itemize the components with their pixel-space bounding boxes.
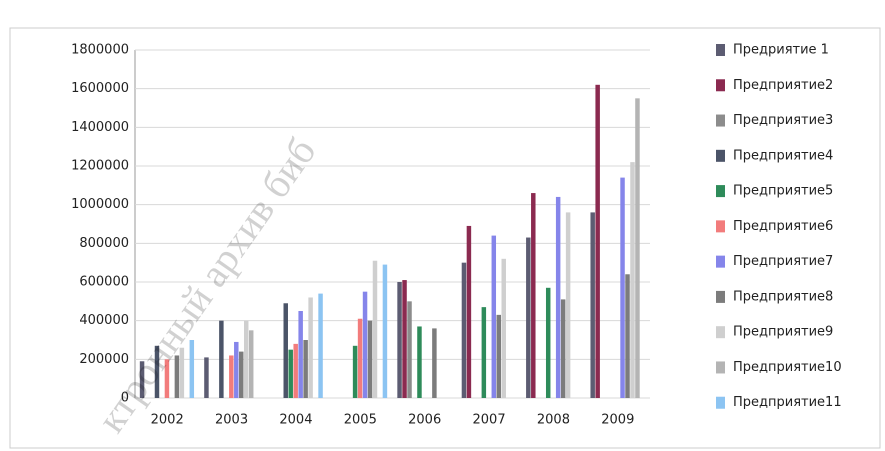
bar bbox=[466, 225, 472, 398]
bar bbox=[590, 212, 595, 398]
bar bbox=[298, 311, 303, 398]
bar bbox=[491, 235, 497, 398]
bar bbox=[362, 291, 368, 398]
bar bbox=[139, 361, 145, 398]
y-tick-label: 1800000 bbox=[71, 43, 129, 58]
bar bbox=[308, 297, 313, 398]
bar bbox=[565, 212, 571, 398]
y-tick-label: 0 bbox=[121, 391, 129, 406]
bar bbox=[630, 162, 635, 398]
bar bbox=[496, 314, 502, 398]
legend-swatch bbox=[716, 114, 725, 127]
legend-label: Предприятие10 bbox=[733, 360, 842, 375]
bar bbox=[219, 320, 224, 398]
legend-swatch bbox=[716, 149, 725, 162]
bar bbox=[164, 359, 170, 398]
legend-swatch bbox=[716, 361, 725, 374]
x-tick-label: 2007 bbox=[473, 413, 506, 428]
bar bbox=[204, 357, 209, 398]
legend-swatch bbox=[716, 44, 725, 56]
y-tick-label: 800000 bbox=[79, 236, 129, 251]
y-tick-label: 1600000 bbox=[71, 81, 129, 96]
bar bbox=[402, 280, 407, 398]
bar bbox=[239, 351, 244, 398]
legend-label: Предприятие11 bbox=[733, 395, 842, 410]
bar bbox=[461, 262, 467, 398]
bar bbox=[635, 98, 640, 398]
x-tick-label: 2004 bbox=[279, 413, 312, 428]
y-tick-label: 1400000 bbox=[71, 120, 129, 135]
bar bbox=[189, 340, 195, 398]
legend-swatch bbox=[716, 185, 725, 198]
bar bbox=[501, 258, 506, 398]
bar bbox=[174, 355, 180, 398]
x-tick-label: 2009 bbox=[601, 413, 634, 428]
bar bbox=[432, 328, 437, 398]
legend-label: Предприятие2 bbox=[733, 78, 833, 93]
x-tick-label: 2005 bbox=[344, 413, 377, 428]
bar bbox=[625, 274, 630, 398]
bar bbox=[595, 84, 600, 399]
bar bbox=[352, 345, 358, 398]
bar bbox=[620, 177, 625, 398]
bar bbox=[526, 237, 531, 398]
bar bbox=[560, 299, 566, 398]
y-tick-label: 1200000 bbox=[71, 159, 129, 174]
bar bbox=[417, 326, 422, 398]
bar bbox=[243, 320, 249, 398]
bar bbox=[283, 303, 288, 398]
legend-label: Предприятие4 bbox=[733, 148, 833, 163]
legend-swatch bbox=[716, 396, 725, 409]
x-tick-label: 2003 bbox=[215, 413, 248, 428]
bar bbox=[179, 347, 185, 398]
bar bbox=[481, 307, 487, 398]
legend-swatch bbox=[716, 79, 725, 92]
legend-label: Предприятие9 bbox=[733, 325, 833, 340]
legend-label: Предприятие8 bbox=[733, 289, 833, 304]
bar bbox=[382, 264, 388, 398]
legend-label: Предриятие 1 bbox=[733, 43, 829, 58]
bar bbox=[531, 193, 536, 398]
y-tick-label: 200000 bbox=[79, 352, 129, 367]
legend-swatch bbox=[716, 255, 725, 268]
x-tick-label: 2002 bbox=[151, 413, 184, 428]
bar bbox=[288, 349, 293, 398]
x-tick-label: 2008 bbox=[537, 413, 570, 428]
bar bbox=[555, 196, 561, 398]
legend-swatch bbox=[716, 326, 725, 339]
bar bbox=[407, 301, 412, 398]
legend-label: Предприятие6 bbox=[733, 219, 833, 234]
bar bbox=[397, 282, 402, 398]
legend-label: Предприятие3 bbox=[733, 113, 833, 128]
bar bbox=[367, 320, 373, 398]
y-tick-label: 400000 bbox=[79, 313, 129, 328]
legend-swatch bbox=[716, 220, 725, 233]
bar bbox=[248, 330, 254, 398]
legend-label: Предприятие5 bbox=[733, 184, 833, 199]
bar bbox=[293, 343, 298, 398]
plot-area: 0 200000 400000 600000 800000 1000000 1200000 1… bbox=[71, 43, 842, 428]
bar bbox=[318, 293, 323, 398]
legend-swatch bbox=[716, 290, 725, 303]
bar bbox=[229, 355, 234, 398]
bar bbox=[545, 287, 551, 398]
y-tick-label: 1000000 bbox=[71, 197, 129, 212]
y-tick-label: 600000 bbox=[79, 275, 129, 290]
legend-label: Предприятие7 bbox=[733, 254, 833, 269]
bar bbox=[234, 341, 239, 398]
x-tick-label: 2006 bbox=[408, 413, 441, 428]
bar bbox=[303, 340, 308, 398]
bar bbox=[154, 345, 160, 398]
bar bbox=[357, 318, 363, 398]
bar bbox=[372, 260, 378, 398]
